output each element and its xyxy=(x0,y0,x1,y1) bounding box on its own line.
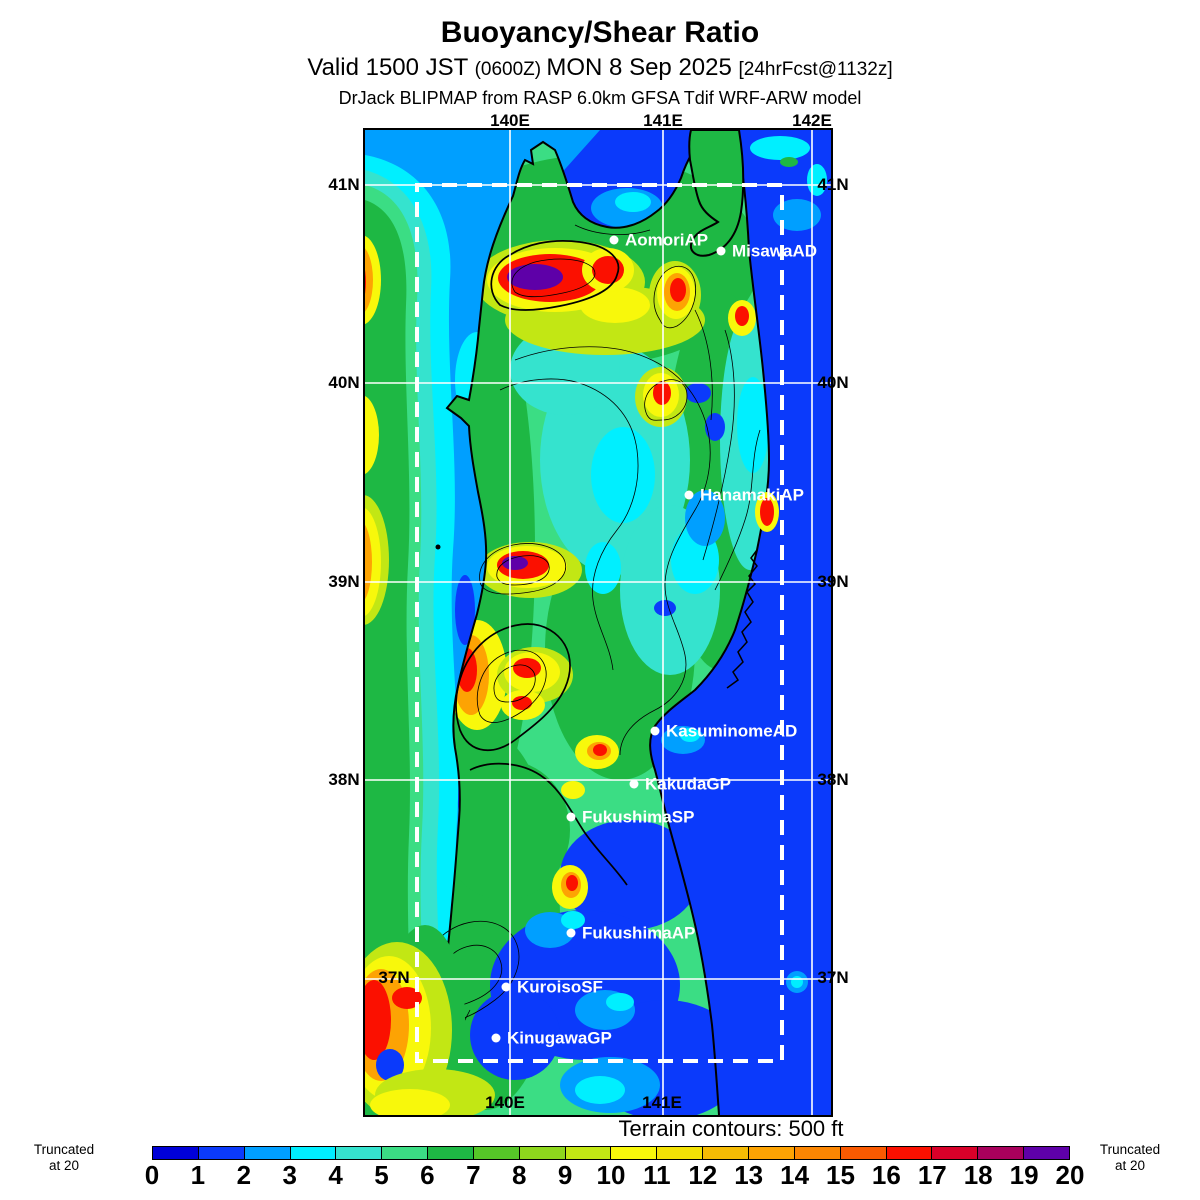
colorbar-segment xyxy=(427,1147,473,1159)
colorbar-segment xyxy=(931,1147,978,1159)
colorbar-segment xyxy=(564,1147,611,1159)
longitude-label-top: 140E xyxy=(490,111,530,130)
station-marker-kuroisosf xyxy=(501,982,511,992)
latitude-label-left: 41N xyxy=(328,175,360,194)
station-marker-fukushimaap xyxy=(566,928,576,938)
colorbar-tick-label: 16 xyxy=(871,1160,901,1190)
latitude-label-left: 37N xyxy=(378,968,410,987)
truncated-note-left: Truncated at 20 xyxy=(33,1142,95,1173)
latitude-label-right: 39N xyxy=(817,572,849,591)
station-marker-aomoriap xyxy=(609,235,619,245)
colorbar-segment xyxy=(289,1147,336,1159)
colorbar-tick-label: 4 xyxy=(328,1160,343,1190)
colorbar-tick-label: 0 xyxy=(144,1160,160,1190)
map-frame xyxy=(363,128,833,1117)
colorbar-tick-label: 19 xyxy=(1009,1160,1039,1190)
colorbar-tick-label: 10 xyxy=(596,1160,626,1190)
colorbar-segment xyxy=(518,1147,565,1159)
latitude-label-left: 40N xyxy=(328,373,360,392)
domain-boundary-box xyxy=(415,183,784,1063)
colorbar-segment xyxy=(197,1147,244,1159)
colorbar-tick-label: 11 xyxy=(643,1160,671,1190)
colorbar-tick-label: 14 xyxy=(780,1160,810,1190)
station-label-misawaad: MisawaAD xyxy=(732,241,818,261)
colorbar-segment xyxy=(747,1147,794,1159)
longitude-label-bottom: 140E xyxy=(485,1093,525,1112)
colorbar-segment xyxy=(243,1147,290,1159)
colorbar-segment xyxy=(839,1147,886,1159)
station-label-hanamakiap: HanamakiAP xyxy=(700,485,804,505)
coastline xyxy=(429,134,771,1115)
colorbar-tick-label: 15 xyxy=(826,1160,855,1190)
latitude-label-right: 38N xyxy=(817,770,849,789)
colorbar-segment xyxy=(702,1147,748,1159)
truncated-note-right: Truncated at 20 xyxy=(1099,1142,1161,1173)
colorbar-tick-label: 17 xyxy=(917,1160,947,1190)
longitude-label-top: 141E xyxy=(643,111,683,130)
station-marker-hanamakiap xyxy=(684,490,694,500)
islet xyxy=(435,544,441,550)
colorbar-tick-label: 7 xyxy=(466,1160,481,1190)
latitude-label-left: 39N xyxy=(328,572,360,591)
colorbar-tick-label: 12 xyxy=(688,1160,718,1190)
colorbar-segment xyxy=(1023,1147,1069,1159)
valid-time-zulu: (0600Z) xyxy=(474,59,547,80)
station-label-kasuminomead: KasuminomeAD xyxy=(666,721,798,741)
station-label-kinugawagp: KinugawaGP xyxy=(507,1028,612,1048)
colorbar-tick-label: 2 xyxy=(236,1160,252,1190)
colorbar-segment xyxy=(153,1147,198,1159)
longitude-label-top: 142E xyxy=(792,111,832,130)
colorbar-tick-label: 18 xyxy=(963,1160,993,1190)
station-label-fukushimasp: FukushimaSP xyxy=(582,807,695,827)
colorbar-tick-label: 9 xyxy=(557,1160,573,1190)
ria-coast xyxy=(726,549,758,689)
station-marker-kakudagp xyxy=(629,779,639,789)
station-label-fukushimaap: FukushimaAP xyxy=(582,923,696,943)
page-title: Buoyancy/Shear Ratio xyxy=(440,16,760,49)
latitude-label-left: 38N xyxy=(328,770,360,789)
colorbar-tick-label: 5 xyxy=(374,1160,389,1190)
latitude-label-right: 37N xyxy=(817,968,849,987)
colorbar-tick-label: 6 xyxy=(420,1160,435,1190)
colorbar-segment xyxy=(381,1147,428,1159)
colorbar-tick-label: 13 xyxy=(734,1160,764,1190)
map-svg xyxy=(365,130,831,1115)
valid-date: MON 8 Sep 2025 xyxy=(546,54,739,81)
forecast-tag: [24hrFcst@1132z] xyxy=(738,59,893,80)
terrain-contour-note: Terrain contours: 500 ft xyxy=(618,1116,844,1141)
colorbar-segment xyxy=(335,1147,382,1159)
colorbar xyxy=(152,1146,1070,1160)
colorbar-segment xyxy=(977,1147,1024,1159)
valid-time-main: Valid 1500 JST xyxy=(307,54,475,81)
valid-time-line: Valid 1500 JST (0600Z) MON 8 Sep 2025 [2… xyxy=(0,54,1200,82)
colorbar-tick-label: 3 xyxy=(282,1160,297,1190)
station-label-kuroisosf: KuroisoSF xyxy=(517,977,603,997)
station-marker-misawaad xyxy=(716,246,726,256)
colorbar-segment xyxy=(472,1147,519,1159)
colorbar-tick-label: 1 xyxy=(190,1160,206,1190)
colorbar-segment xyxy=(656,1147,703,1159)
station-label-aomoriap: AomoriAP xyxy=(625,230,709,250)
shimokita-peninsula xyxy=(688,130,745,257)
latitude-label-right: 41N xyxy=(817,175,849,194)
station-marker-fukushimasp xyxy=(566,812,576,822)
edge-hotspots xyxy=(365,235,779,1115)
colorbar-tick-label: 8 xyxy=(511,1160,527,1190)
model-line: DrJack BLIPMAP from RASP 6.0km GFSA Tdif… xyxy=(338,88,862,108)
station-marker-kinugawagp xyxy=(491,1033,501,1043)
colorbar-segment xyxy=(793,1147,840,1159)
colorbar-tick-label: 20 xyxy=(1055,1160,1085,1190)
colorbar-segment xyxy=(610,1147,657,1159)
longitude-label-bottom: 141E xyxy=(642,1093,682,1112)
colorbar-segment xyxy=(885,1147,932,1159)
latitude-label-right: 40N xyxy=(817,373,849,392)
station-label-kakudagp: KakudaGP xyxy=(645,774,731,794)
station-marker-kasuminomead xyxy=(650,726,660,736)
